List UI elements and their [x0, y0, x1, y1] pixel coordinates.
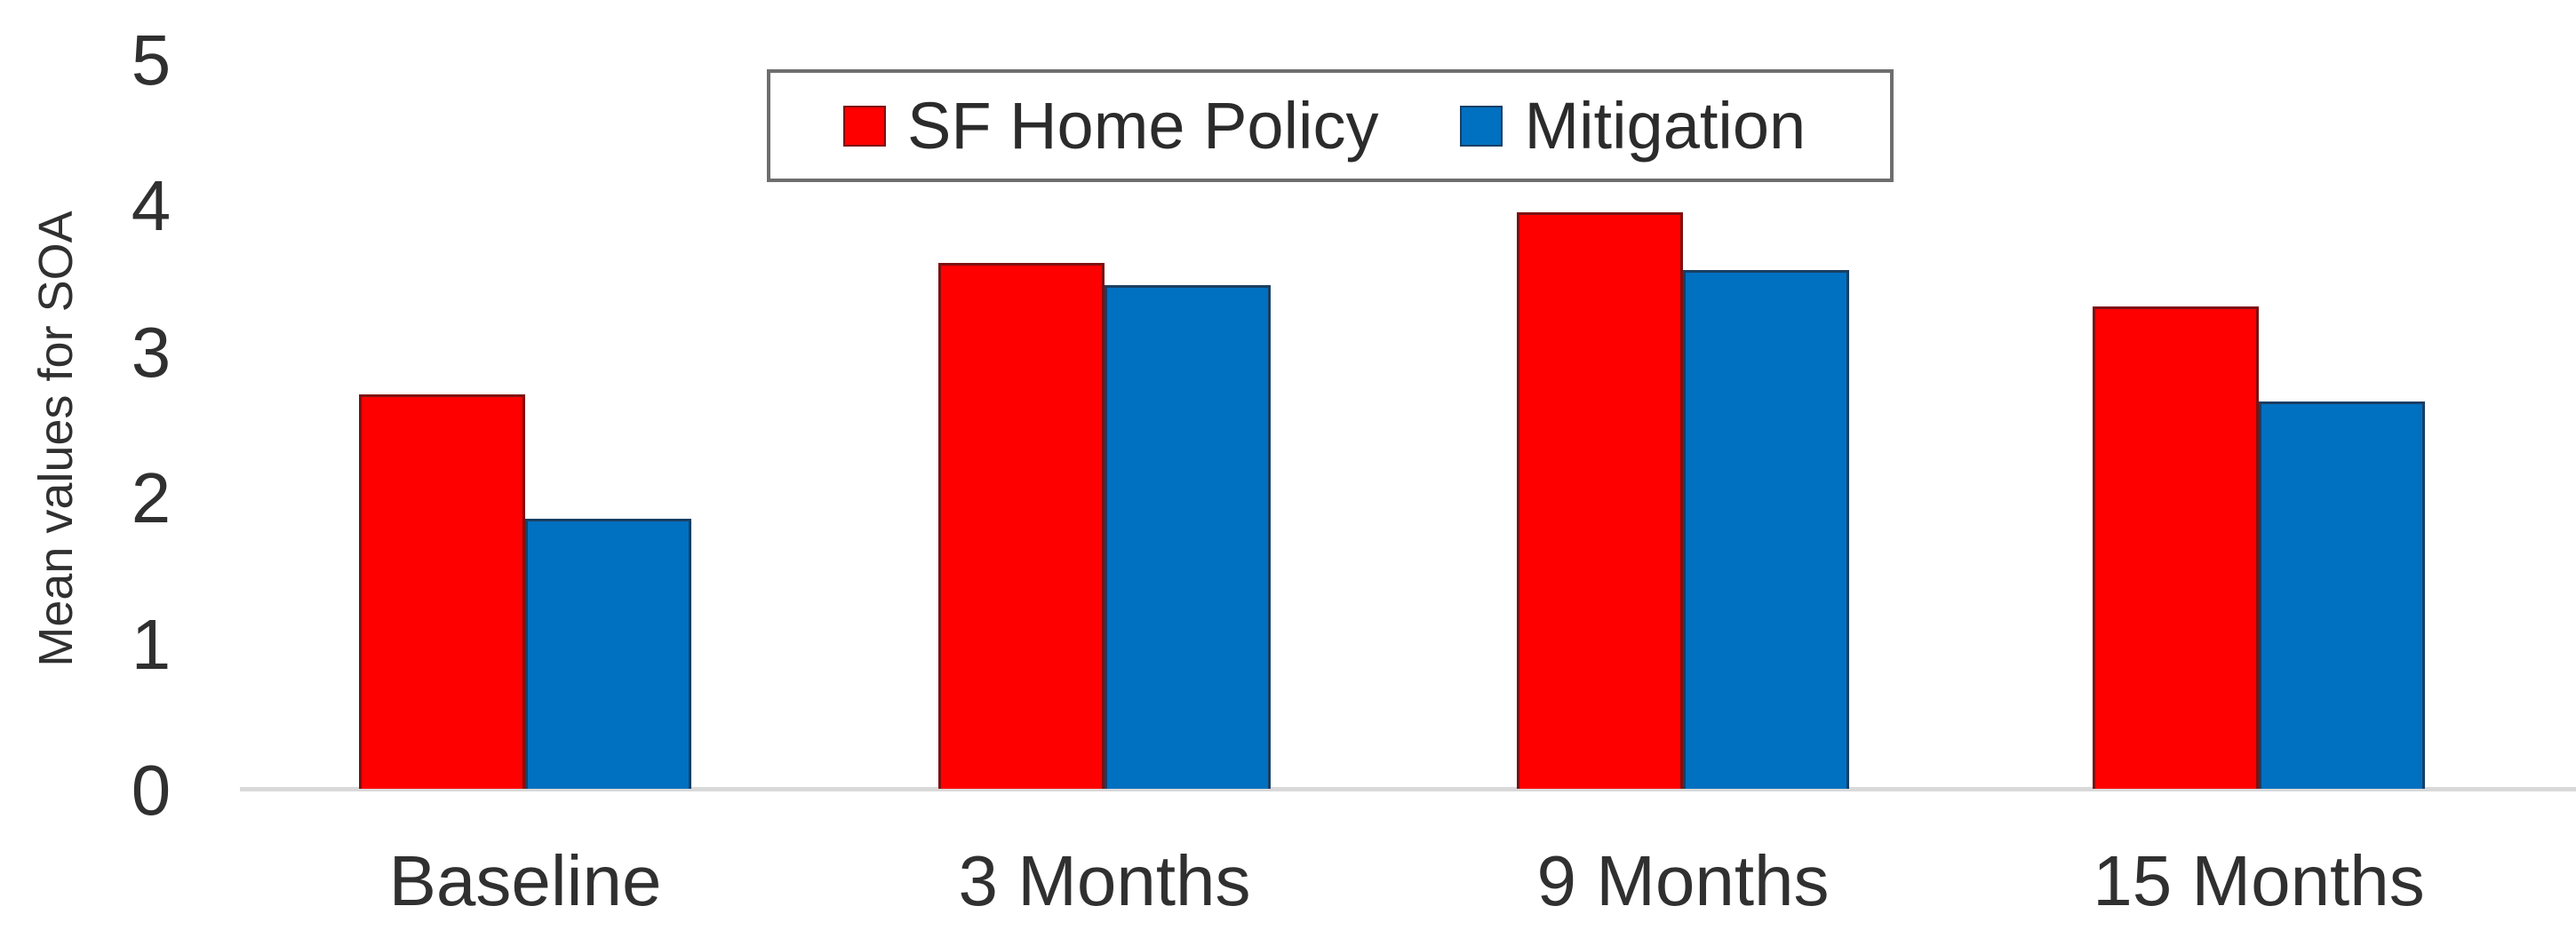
y-tick-label-2: 2 — [131, 458, 171, 538]
legend-swatch-mitigation — [1460, 105, 1503, 147]
bar-sf-home-policy-baseline — [359, 394, 525, 789]
legend-item-sf-home-policy: SF Home Policy — [843, 88, 1379, 163]
y-tick-label-3: 3 — [131, 312, 171, 392]
bar-mitigation-baseline — [525, 519, 691, 789]
bar-mitigation-15-months — [2259, 401, 2425, 789]
y-axis-title: Mean values for SOA — [29, 211, 83, 667]
x-label-3-months: 3 Months — [958, 841, 1251, 920]
x-axis-baseline — [240, 787, 2576, 791]
legend-label-mitigation: Mitigation — [1524, 88, 1806, 163]
x-label-9-months: 9 Months — [1536, 841, 1830, 920]
legend: SF Home Policy Mitigation — [767, 69, 1894, 182]
bar-sf-home-policy-15-months — [2093, 306, 2259, 789]
x-label-baseline: Baseline — [388, 841, 662, 920]
y-tick-label-0: 0 — [131, 751, 171, 830]
legend-item-mitigation: Mitigation — [1460, 88, 1806, 163]
bar-mitigation-9-months — [1683, 270, 1849, 789]
bar-sf-home-policy-3-months — [938, 263, 1105, 789]
x-label-15-months: 15 Months — [2093, 841, 2425, 920]
y-tick-label-1: 1 — [131, 604, 171, 684]
y-tick-label-5: 5 — [131, 20, 171, 99]
legend-swatch-sf-home-policy — [843, 105, 886, 147]
y-tick-label-4: 4 — [131, 166, 171, 246]
legend-label-sf-home-policy: SF Home Policy — [907, 88, 1379, 163]
bar-mitigation-3-months — [1105, 285, 1271, 789]
bar-sf-home-policy-9-months — [1517, 212, 1683, 789]
